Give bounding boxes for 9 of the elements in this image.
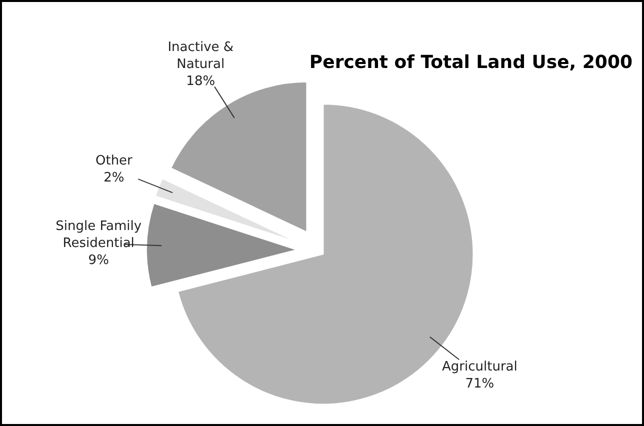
slice-label: Inactive & Natural — [168, 40, 234, 72]
data-label: 71% — [465, 376, 494, 392]
data-label: 2% — [104, 170, 124, 186]
data-label: 18% — [186, 74, 216, 90]
slice-label: Other — [95, 154, 134, 169]
slice-label: Single Family Residential — [56, 219, 142, 252]
text: Percent of Total Land Use, 2000 — [309, 52, 633, 73]
data-label: 9% — [88, 253, 109, 268]
slice-label: Agricultural — [442, 360, 518, 375]
